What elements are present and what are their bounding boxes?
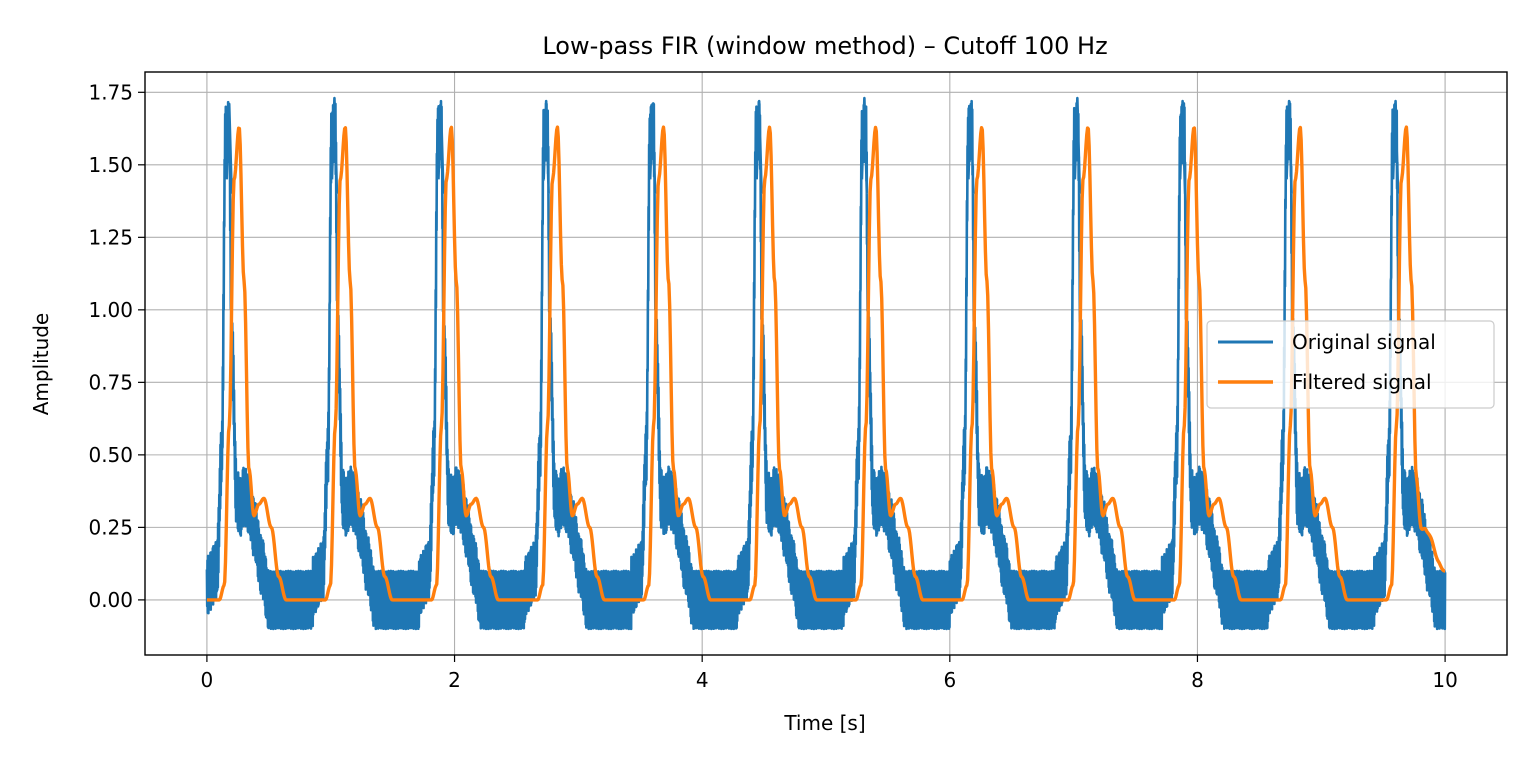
y-tick-label: 1.75 xyxy=(88,80,133,104)
y-tick-label: 1.50 xyxy=(88,153,133,177)
legend-box xyxy=(1206,320,1495,409)
x-tick-label: 2 xyxy=(448,668,461,692)
y-tick-label: 0.00 xyxy=(88,588,133,612)
legend-label-filtered: Filtered signal xyxy=(1292,370,1432,394)
legend: Original signal Filtered signal xyxy=(1206,320,1495,409)
y-tick-label: 0.50 xyxy=(88,443,133,467)
x-tick-label: 8 xyxy=(1191,668,1204,692)
y-tick-label: 1.00 xyxy=(88,298,133,322)
x-axis-label: Time [s] xyxy=(783,711,865,735)
x-tick-label: 6 xyxy=(943,668,956,692)
x-tick-label: 0 xyxy=(201,668,214,692)
y-axis-label: Amplitude xyxy=(29,313,53,416)
series-line-original xyxy=(205,96,1447,631)
x-tick-label: 4 xyxy=(696,668,709,692)
series-line-filtered xyxy=(205,125,1447,602)
legend-label-original: Original signal xyxy=(1292,330,1436,354)
series-layer xyxy=(205,96,1447,631)
axis-ticks: 0 2 4 6 8 10 0.00 0.25 0.50 0.75 1.00 1.25 1.50 1.75 xyxy=(88,80,1457,692)
y-tick-label: 0.25 xyxy=(88,515,133,539)
y-tick-label: 1.25 xyxy=(88,225,133,249)
plot-frame xyxy=(144,71,1508,656)
x-tick-label: 10 xyxy=(1432,668,1457,692)
y-tick-label: 0.75 xyxy=(88,370,133,394)
chart-title: Low-pass FIR (window method) – Cutoff 10… xyxy=(542,32,1107,60)
